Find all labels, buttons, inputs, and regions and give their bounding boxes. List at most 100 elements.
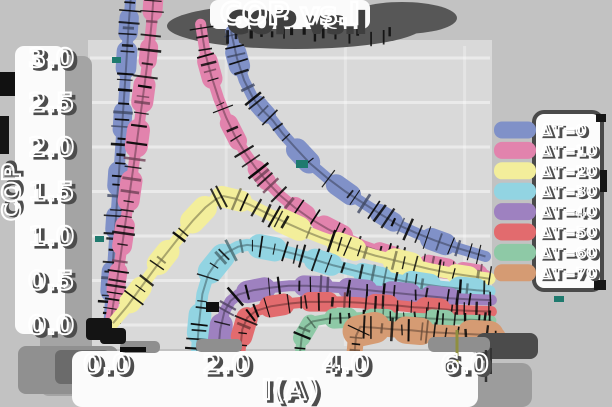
ink-dash	[140, 10, 164, 13]
y-tick-label-shadow: 0.0	[32, 314, 78, 344]
ink-dash	[324, 254, 333, 273]
legend-label: ΔT=60	[540, 244, 597, 262]
color-dash	[111, 259, 128, 264]
legend-label-shadow: ΔT=60	[543, 246, 600, 264]
ink-dash	[422, 226, 432, 250]
ink-dash	[191, 328, 207, 332]
ink-dash	[267, 205, 282, 228]
ink-dash	[340, 262, 346, 274]
color-dash	[305, 226, 312, 239]
color-dash	[362, 246, 369, 259]
legend-label: ΔT=10	[540, 142, 597, 160]
ink-dash	[453, 312, 457, 328]
x-tick-label: 4.0	[321, 349, 369, 380]
x-tick-label-shadow: 4.0	[325, 352, 373, 383]
color-dash	[356, 193, 372, 214]
ink-dash	[172, 231, 187, 243]
legend-label-shadow: ΔT=0	[543, 124, 590, 142]
series-core-line	[238, 300, 492, 359]
x-tick-label-shadow: 2.0	[206, 352, 254, 383]
ink-dash	[117, 243, 128, 247]
ink-dash	[356, 245, 362, 257]
ink-dash	[130, 123, 148, 128]
ink-dash	[343, 237, 352, 257]
legend-label: ΔT=70	[540, 264, 597, 282]
ink-splatter	[596, 114, 606, 122]
legend-label-shadow: ΔT=50	[543, 226, 600, 244]
ink-dash	[475, 244, 482, 265]
ink-dash	[328, 313, 332, 324]
y-tick-label-shadow: 1.5	[32, 181, 78, 211]
ink-dash	[137, 47, 162, 53]
ink-dash	[207, 77, 219, 82]
legend-swatch	[494, 141, 536, 159]
ink-dash	[135, 284, 146, 293]
color-dash	[214, 250, 228, 265]
ink-dash	[123, 200, 134, 203]
color-dash	[219, 300, 237, 311]
series-core-line	[216, 284, 492, 363]
ink-dash	[195, 306, 207, 310]
color-dash	[136, 94, 150, 99]
y-tick-label-shadow: 2.0	[32, 136, 78, 166]
ink-dash	[200, 60, 217, 67]
chart-title: COP vs.I	[220, 0, 360, 32]
ink-dash	[410, 299, 413, 315]
legend-label: ΔT=40	[540, 203, 597, 221]
ink-dash	[467, 292, 472, 306]
ink-dash	[238, 332, 247, 335]
color-dash	[113, 110, 133, 115]
y-tick-label: 1.0	[28, 222, 74, 252]
ink-dash	[263, 297, 271, 318]
color-dash	[236, 321, 251, 330]
ink-dash	[116, 224, 135, 230]
ink-dash	[140, 33, 161, 38]
ink-dash	[120, 215, 132, 218]
ink-splatter	[594, 280, 606, 290]
y-axis-tick-labels: 0.00.0 0.50.5 1.01.0 1.51.5 2.02.0 2.52.5 3.03…	[27, 43, 79, 345]
ink-dash	[272, 122, 284, 132]
ink-dash	[414, 224, 423, 244]
ink-dash	[362, 315, 366, 339]
ink-dash	[114, 118, 130, 121]
color-dash	[420, 322, 424, 341]
ink-dash	[149, 259, 165, 271]
ink-dash	[107, 269, 129, 274]
color-dash	[435, 233, 443, 251]
ink-dash	[198, 47, 213, 52]
legend-box	[532, 110, 604, 292]
ink-dash	[124, 1, 136, 4]
x-tick-label: 2.0	[202, 349, 250, 380]
legend-swatch	[494, 264, 536, 282]
ink-dash	[225, 44, 244, 50]
y-tick-label-shadow: 0.5	[32, 270, 78, 300]
legend-label-shadow: ΔT=30	[543, 185, 600, 203]
color-dash	[349, 348, 361, 353]
legend-label: ΔT=0	[540, 122, 587, 140]
color-dash	[424, 320, 429, 344]
ink-splatter	[206, 302, 219, 312]
chart-title-shadow: COP vs.I	[227, 6, 367, 41]
ink-dash	[351, 342, 361, 346]
ink-dash	[123, 289, 144, 306]
ink-dash	[178, 227, 189, 237]
ink-splatter	[120, 347, 146, 352]
y-tick-label: 0.5	[28, 267, 74, 297]
ink-dash	[234, 314, 258, 326]
color-dash	[203, 68, 217, 74]
ink-dash	[216, 101, 225, 107]
ink-dash	[451, 268, 456, 279]
color-dash	[215, 304, 235, 317]
ink-dash	[310, 248, 321, 272]
origin-ink-blob	[100, 328, 126, 344]
color-dash	[122, 176, 142, 182]
x-axis-label: I(A)	[261, 373, 319, 406]
y-tick-label: 0.0	[28, 311, 74, 341]
color-dash	[454, 239, 462, 257]
ink-splatter	[0, 72, 16, 96]
ink-dash	[321, 169, 336, 188]
ink-dash	[347, 324, 370, 336]
color-dash	[257, 104, 269, 117]
ink-dash	[297, 244, 307, 268]
